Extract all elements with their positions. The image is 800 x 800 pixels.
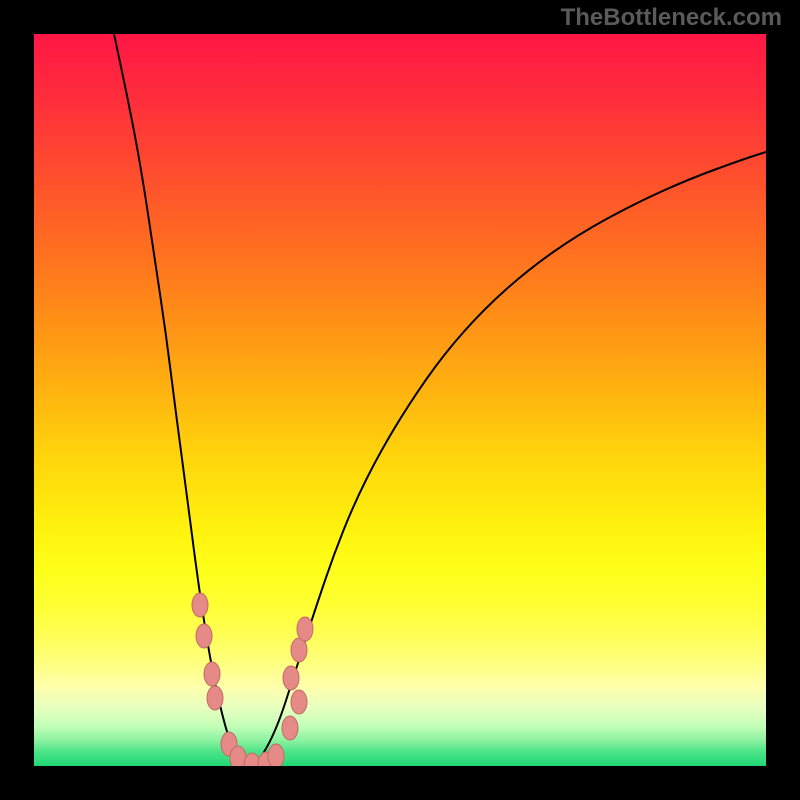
data-marker bbox=[207, 686, 223, 710]
data-marker bbox=[196, 624, 212, 648]
data-marker bbox=[192, 593, 208, 617]
data-marker bbox=[291, 638, 307, 662]
gradient-background bbox=[34, 34, 766, 766]
watermark-text: TheBottleneck.com bbox=[561, 4, 782, 32]
data-marker bbox=[297, 617, 313, 641]
data-marker bbox=[283, 666, 299, 690]
data-marker bbox=[282, 716, 298, 740]
data-marker bbox=[268, 744, 284, 766]
plot-area bbox=[34, 34, 766, 766]
chart-root: TheBottleneck.com bbox=[0, 0, 800, 800]
data-marker bbox=[204, 662, 220, 686]
data-marker bbox=[291, 690, 307, 714]
